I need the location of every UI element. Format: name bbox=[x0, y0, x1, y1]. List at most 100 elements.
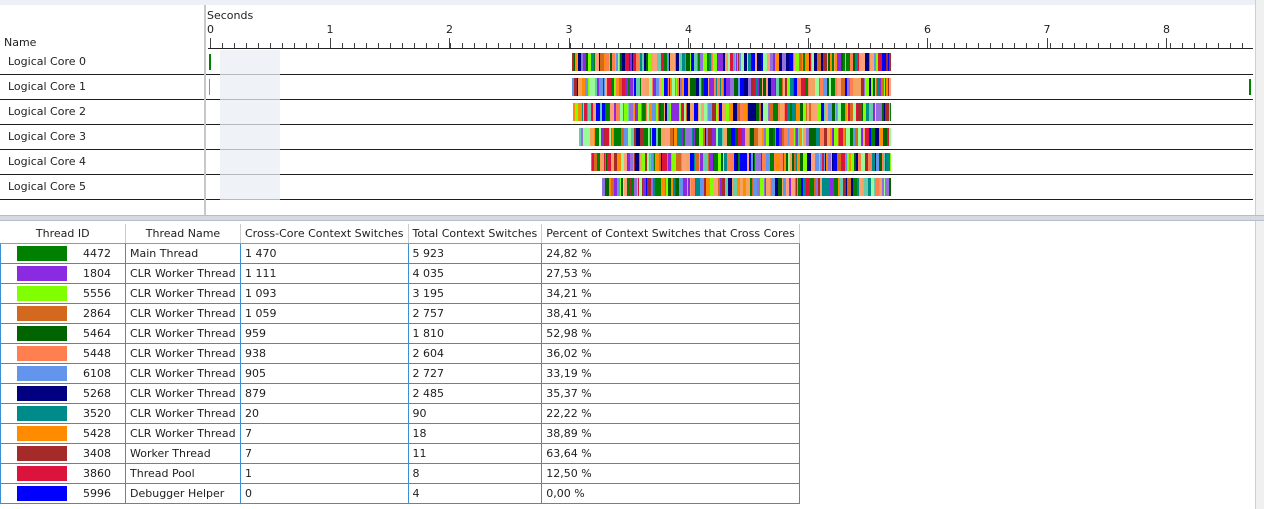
table-row[interactable]: 5556 CLR Worker Thread 1 093 3 195 34,21 % bbox=[0, 283, 800, 304]
table-row[interactable]: 3408 Worker Thread 7 11 63,64 % bbox=[0, 443, 800, 464]
activity-slice bbox=[701, 103, 704, 121]
table-row[interactable]: 5996 Debugger Helper 0 4 0,00 % bbox=[0, 483, 800, 504]
activity-slice bbox=[863, 103, 866, 121]
activity-slice bbox=[699, 78, 701, 96]
activity-slice bbox=[802, 53, 803, 71]
core-label[interactable]: Logical Core 0 bbox=[0, 50, 204, 75]
vertical-scrollbar[interactable] bbox=[1255, 0, 1264, 509]
activity-slice bbox=[749, 128, 750, 146]
activity-slice bbox=[699, 53, 700, 71]
activity-slice bbox=[845, 103, 847, 121]
activity-slice bbox=[681, 128, 683, 146]
activity-slice bbox=[706, 178, 710, 196]
percent-cell: 34,21 % bbox=[541, 283, 800, 304]
activity-slice bbox=[675, 53, 676, 71]
tick-label: 7 bbox=[1043, 23, 1051, 36]
thread-id-cell: 5996 bbox=[0, 483, 126, 504]
activity-slice bbox=[690, 178, 691, 196]
total-switches-cell: 1 810 bbox=[407, 323, 543, 344]
activity-slice bbox=[767, 53, 770, 71]
activity-slice bbox=[595, 78, 597, 96]
activity-slice bbox=[675, 103, 679, 121]
activity-slice bbox=[837, 53, 841, 71]
activity-slice bbox=[710, 78, 714, 96]
activity-slice bbox=[718, 153, 721, 171]
pane-divider[interactable] bbox=[204, 5, 206, 215]
activity-slice bbox=[602, 103, 605, 121]
activity-slice bbox=[863, 128, 865, 146]
table-row[interactable]: 4472 Main Thread 1 470 5 923 24,82 % bbox=[0, 243, 800, 264]
activity-slice bbox=[882, 103, 884, 121]
minor-tick bbox=[930, 43, 931, 48]
minor-tick bbox=[654, 43, 655, 48]
table-row[interactable]: 5268 CLR Worker Thread 879 2 485 35,37 % bbox=[0, 383, 800, 404]
activity-slice bbox=[744, 153, 747, 171]
activity-slice bbox=[798, 128, 799, 146]
activity-slice bbox=[856, 103, 857, 121]
column-header-thread-name[interactable]: Thread Name bbox=[125, 224, 241, 244]
activity-slice bbox=[751, 53, 755, 71]
core-label[interactable]: Logical Core 1 bbox=[0, 75, 204, 100]
table-row[interactable]: 3520 CLR Worker Thread 20 90 22,22 % bbox=[0, 403, 800, 424]
activity-slice bbox=[813, 103, 815, 121]
core-label[interactable]: Logical Core 5 bbox=[0, 175, 204, 200]
core-track[interactable] bbox=[206, 50, 1253, 75]
activity-slice bbox=[819, 78, 820, 96]
activity-slice bbox=[809, 53, 810, 71]
activity-slice bbox=[738, 78, 740, 96]
core-track[interactable] bbox=[206, 175, 1253, 200]
major-tick bbox=[688, 38, 689, 48]
activity-slice bbox=[702, 78, 704, 96]
core-label[interactable]: Logical Core 2 bbox=[0, 100, 204, 125]
thread-name-cell: CLR Worker Thread bbox=[125, 283, 241, 304]
activity-slice bbox=[717, 78, 720, 96]
tick-label: 3 bbox=[565, 23, 573, 36]
activity-slice bbox=[735, 128, 738, 146]
activity-slice bbox=[838, 103, 841, 121]
activity-slice bbox=[694, 53, 697, 71]
table-row[interactable]: 5448 CLR Worker Thread 938 2 604 36,02 % bbox=[0, 343, 800, 364]
activity-slice bbox=[671, 153, 672, 171]
activity-slice bbox=[776, 128, 779, 146]
cross-core-cell: 1 059 bbox=[240, 303, 409, 324]
horizontal-splitter[interactable] bbox=[0, 215, 1264, 221]
core-label[interactable]: Logical Core 3 bbox=[0, 125, 204, 150]
activity-slice bbox=[757, 178, 760, 196]
activity-slice bbox=[865, 53, 869, 71]
activity-slice bbox=[857, 178, 859, 196]
activity-slice bbox=[713, 53, 717, 71]
thread-name-cell: Debugger Helper bbox=[125, 483, 241, 504]
table-row[interactable]: 2864 CLR Worker Thread 1 059 2 757 38,41 % bbox=[0, 303, 800, 324]
column-header-cross-core[interactable]: Cross-Core Context Switches bbox=[240, 224, 409, 244]
activity-slice bbox=[619, 53, 620, 71]
table-row[interactable]: 6108 CLR Worker Thread 905 2 727 33,19 % bbox=[0, 363, 800, 384]
activity-slice bbox=[613, 128, 614, 146]
table-row[interactable]: 1804 CLR Worker Thread 1 111 4 035 27,53 % bbox=[0, 263, 800, 284]
column-header-thread-id[interactable]: Thread ID bbox=[0, 224, 126, 244]
core-track[interactable] bbox=[206, 100, 1253, 125]
core-track[interactable] bbox=[206, 75, 1253, 100]
core-track[interactable] bbox=[206, 150, 1253, 175]
table-row[interactable]: 5428 CLR Worker Thread 7 18 38,89 % bbox=[0, 423, 800, 444]
activity-slice bbox=[845, 78, 847, 96]
activity-slice bbox=[771, 78, 775, 96]
table-row[interactable]: 3860 Thread Pool 1 8 12,50 % bbox=[0, 463, 800, 484]
table-row[interactable]: 5464 CLR Worker Thread 959 1 810 52,98 % bbox=[0, 323, 800, 344]
core-label[interactable]: Logical Core 4 bbox=[0, 150, 204, 175]
column-header-percent[interactable]: Percent of Context Switches that Cross C… bbox=[541, 224, 800, 244]
column-header-total[interactable]: Total Context Switches bbox=[408, 224, 543, 244]
activity-slice bbox=[823, 53, 827, 71]
activity-slice bbox=[788, 128, 789, 146]
activity-slice bbox=[747, 103, 748, 121]
minor-tick bbox=[822, 43, 823, 48]
activity-slice bbox=[679, 78, 680, 96]
activity-slice bbox=[726, 78, 730, 96]
minor-tick bbox=[858, 43, 859, 48]
thread-id: 3860 bbox=[83, 467, 111, 480]
activity-slice bbox=[869, 103, 873, 121]
activity-slice bbox=[832, 153, 833, 171]
activity-slice bbox=[820, 153, 822, 171]
activity-slice bbox=[728, 128, 731, 146]
minor-tick bbox=[870, 43, 871, 48]
core-track[interactable] bbox=[206, 125, 1253, 150]
